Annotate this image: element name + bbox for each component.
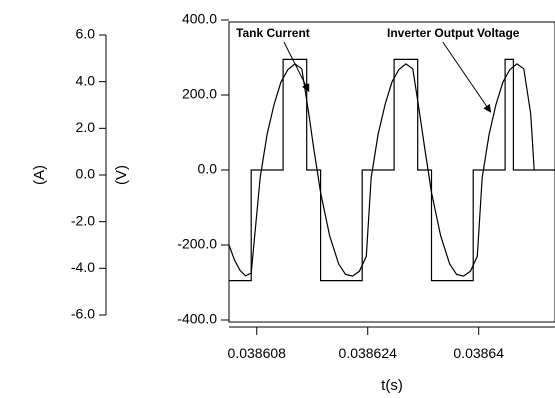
voltage-tick-label: 200.0 xyxy=(182,86,217,102)
current-tick-label: 6.0 xyxy=(76,26,96,42)
annotation-tank-current-arrow xyxy=(283,41,310,93)
annotation-inverter-output-voltage-arrow xyxy=(442,41,492,113)
x-axis: 0.038608 0.038624 0.03864 xyxy=(228,326,555,361)
x-tick-label: 0.03864 xyxy=(453,345,504,361)
current-axis: 6.0 4.0 2.0 0.0 -2.0 -4.0 -6.0 xyxy=(71,26,107,322)
annotation-tank-current: Tank Current xyxy=(236,26,310,40)
x-tick-label: 0.038624 xyxy=(339,345,398,361)
x-tick-label: 0.038608 xyxy=(228,345,287,361)
current-tick-label: 2.0 xyxy=(76,119,96,135)
current-axis-ticks: 6.0 4.0 2.0 0.0 -2.0 -4.0 -6.0 xyxy=(71,26,106,322)
voltage-tick-label: 0.0 xyxy=(198,161,218,177)
plot-area xyxy=(229,58,555,282)
series-tank-current xyxy=(229,63,535,277)
voltage-axis-title: (V) xyxy=(113,165,130,185)
annotations: Tank Current Inverter Output Voltage xyxy=(236,26,520,113)
x-axis-title: t(s) xyxy=(381,377,403,394)
series-inverter-output-voltage xyxy=(229,58,555,282)
current-tick-label: -6.0 xyxy=(71,306,95,322)
current-tick-label: 4.0 xyxy=(76,72,96,88)
x-axis-ticks: 0.038608 0.038624 0.03864 xyxy=(228,327,504,361)
current-axis-title: (A) xyxy=(31,165,48,185)
voltage-axis: 400.0 200.0 0.0 -200.0 -400.0 xyxy=(177,11,229,327)
voltage-tick-label: 400.0 xyxy=(182,11,217,27)
current-tick-label: 0.0 xyxy=(76,166,96,182)
voltage-axis-ticks: 400.0 200.0 0.0 -200.0 -400.0 xyxy=(177,11,229,327)
plot-frame xyxy=(228,21,555,323)
voltage-tick-label: -400.0 xyxy=(177,311,217,327)
current-tick-label: -4.0 xyxy=(71,259,95,275)
voltage-tick-label: -200.0 xyxy=(177,236,217,252)
current-tick-label: -2.0 xyxy=(71,212,95,228)
annotation-inverter-output-voltage: Inverter Output Voltage xyxy=(387,26,520,40)
